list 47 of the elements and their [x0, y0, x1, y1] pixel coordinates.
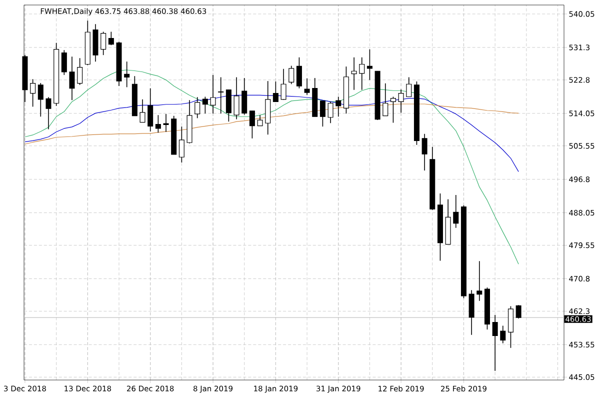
candlestick	[202, 96, 208, 114]
candlestick	[320, 100, 326, 127]
candlestick	[516, 304, 522, 319]
candlestick	[351, 56, 357, 90]
candlestick	[194, 96, 200, 119]
candlestick	[468, 290, 474, 336]
candlestick	[100, 31, 106, 56]
candlestick	[500, 325, 506, 344]
candlestick	[108, 31, 114, 46]
candlestick	[210, 74, 216, 114]
candlestick	[304, 78, 310, 96]
candlestick	[296, 56, 302, 89]
candlestick	[155, 114, 161, 134]
candlestick	[359, 56, 365, 90]
candlestick	[272, 81, 278, 102]
candlestick	[234, 76, 240, 120]
candlestick	[257, 114, 263, 126]
candlestick	[77, 58, 83, 86]
candlestick	[148, 88, 154, 132]
candlestick	[328, 101, 334, 124]
candlestick	[476, 260, 482, 302]
candlestick	[163, 114, 169, 132]
candlestick	[46, 96, 52, 130]
candlestick	[124, 61, 130, 88]
candlestick	[218, 76, 224, 114]
candlestick	[265, 80, 271, 135]
candlestick	[453, 194, 459, 228]
candlestick	[492, 314, 498, 372]
candlestick	[390, 96, 396, 124]
candlestick	[288, 65, 294, 85]
candlestick	[508, 306, 514, 348]
candlestick	[382, 82, 388, 116]
candlestick	[61, 50, 67, 76]
candlestick	[38, 82, 44, 118]
candlestick	[422, 133, 428, 171]
candlestick	[366, 48, 372, 80]
candlestick	[226, 89, 232, 122]
candlestick	[140, 99, 146, 123]
candlestick	[398, 89, 404, 114]
candlestick	[406, 76, 412, 98]
candlestick	[69, 56, 75, 101]
candlestick	[249, 110, 255, 139]
candlestick	[178, 126, 184, 163]
candlestick	[242, 78, 248, 116]
candlestick	[336, 96, 342, 118]
candlestick	[280, 68, 286, 100]
candlestick	[30, 78, 36, 108]
